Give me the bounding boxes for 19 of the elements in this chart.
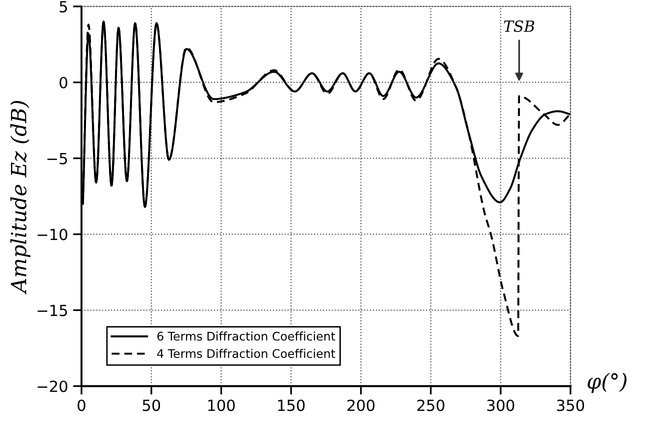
x-tick-label: 350	[557, 400, 584, 412]
y-tick-label: −5	[47, 152, 67, 164]
x-tick-label: 200	[347, 400, 374, 412]
y-tick-label: 0	[60, 76, 68, 88]
legend-label: 4 Terms Diffraction Coefficient	[157, 348, 336, 358]
x-tick-label: 0	[78, 400, 86, 412]
x-tick-label: 100	[208, 400, 235, 412]
annotation: TSB	[504, 20, 534, 32]
y-tick-label: −20	[38, 380, 68, 392]
x-tick-label: 150	[278, 400, 305, 412]
x-tick-label: 300	[487, 400, 514, 412]
x-tick-label: 250	[417, 400, 444, 412]
x-tick-label: 50	[142, 400, 160, 412]
y-tick-label: −10	[38, 228, 68, 240]
y-tick-label: 5	[60, 1, 67, 12]
y-axis-title: Amplitude Ez (dB)	[10, 100, 31, 294]
x-axis-title: φ(°)	[588, 372, 626, 393]
y-tick-label: −15	[38, 304, 67, 316]
legend-label: 6 Terms Diffraction Coefficient	[157, 332, 336, 341]
